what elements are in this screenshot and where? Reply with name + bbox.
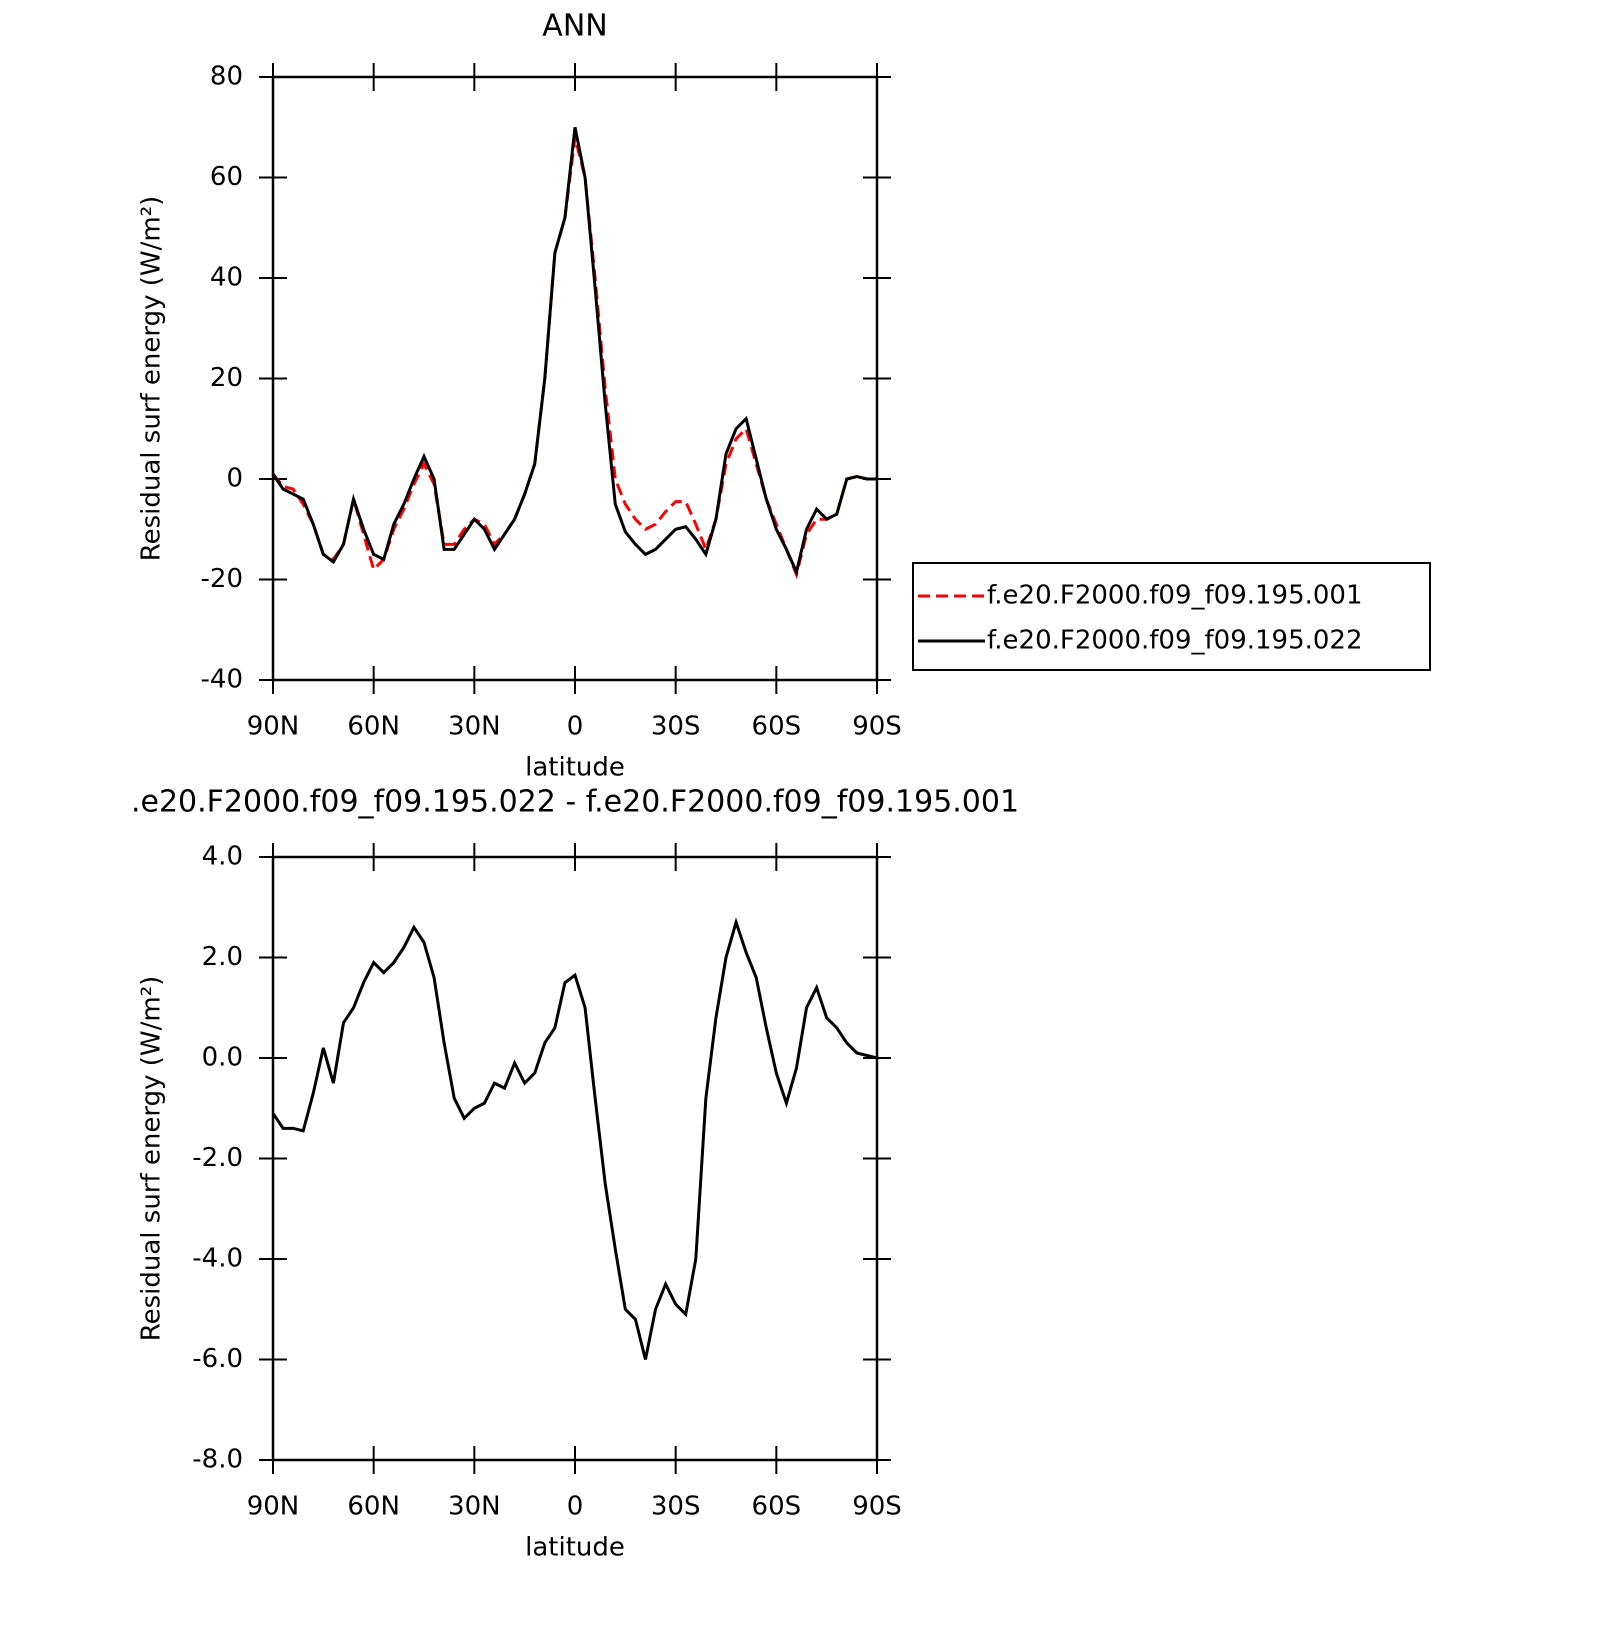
chart-title: ANN [542, 9, 607, 44]
y-tick-label: 40 [210, 263, 243, 293]
y-tick-label: -4.0 [192, 1244, 243, 1274]
x-tick-label: 60S [752, 712, 802, 742]
x-tick-label: 90S [852, 712, 902, 742]
y-tick-label: -6.0 [192, 1344, 243, 1374]
x-tick-label: 0 [567, 712, 584, 742]
y-tick-label: -8.0 [192, 1445, 243, 1475]
y-tick-label: -40 [201, 665, 243, 695]
y-tick-label: 80 [210, 62, 243, 92]
x-tick-label: 90N [247, 1492, 300, 1522]
x-tick-label: 90N [247, 712, 300, 742]
x-tick-label: 60N [347, 712, 400, 742]
chart-title: .e20.F2000.f09_f09.195.022 - f.e20.F2000… [131, 785, 1019, 820]
x-tick-label: 0 [567, 1492, 584, 1522]
x-tick-label: 30S [651, 1492, 701, 1522]
data-line [271, 126, 877, 577]
y-tick-label: -20 [201, 564, 243, 594]
y-tick-label: 4.0 [202, 842, 243, 872]
legend-label: f.e20.F2000.f09_f09.195.001 [987, 581, 1363, 611]
x-tick-label: 90S [852, 1492, 902, 1522]
legend-box [912, 562, 1431, 671]
x-tick-label: 60N [347, 1492, 400, 1522]
y-tick-label: 2.0 [202, 942, 243, 972]
y-axis-label: Residual surf energy (W/m²) [137, 196, 167, 562]
y-tick-label: 20 [210, 363, 243, 393]
x-tick-label: 30N [448, 1492, 501, 1522]
legend-label: f.e20.F2000.f09_f09.195.022 [987, 626, 1363, 656]
x-axis-label: latitude [525, 753, 625, 783]
y-tick-label: 0 [226, 464, 243, 494]
y-axis-label: Residual surf energy (W/m²) [137, 976, 167, 1342]
plot-frame [271, 75, 879, 682]
data-line [271, 917, 878, 1360]
plot-frame [271, 855, 879, 1462]
x-tick-label: 30S [651, 712, 701, 742]
y-tick-label: -2.0 [192, 1143, 243, 1173]
x-tick-label: 30N [448, 712, 501, 742]
data-line [271, 136, 877, 580]
y-tick-label: 60 [210, 162, 243, 192]
y-tick-label: 0.0 [202, 1043, 243, 1073]
x-axis-label: latitude [525, 1533, 625, 1563]
x-tick-label: 60S [752, 1492, 802, 1522]
